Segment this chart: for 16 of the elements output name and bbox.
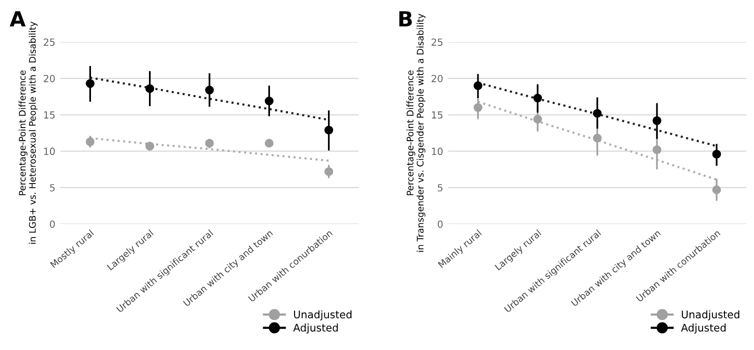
y-tick-label: 10 bbox=[432, 148, 443, 156]
y-tick-label: 25 bbox=[44, 38, 55, 46]
legend-label: Adjusted bbox=[293, 324, 338, 334]
y-tick-label: 25 bbox=[432, 38, 442, 46]
y-tick-label: 20 bbox=[44, 74, 55, 82]
y-tick-label: 20 bbox=[432, 74, 443, 82]
y-tick-label: 15 bbox=[44, 111, 55, 119]
y-tick-label: 0 bbox=[438, 220, 443, 228]
legend-label: Adjusted bbox=[681, 324, 726, 334]
legend-label: Unadjusted bbox=[682, 310, 740, 320]
y-tick-label: 15 bbox=[432, 111, 442, 119]
y-tick-label: 10 bbox=[44, 148, 55, 156]
legend-label: Unadjusted bbox=[294, 310, 352, 320]
y-tick-label: 0 bbox=[50, 220, 55, 228]
y-tick-label: 5 bbox=[438, 184, 442, 192]
y-tick-label: 5 bbox=[50, 184, 55, 192]
